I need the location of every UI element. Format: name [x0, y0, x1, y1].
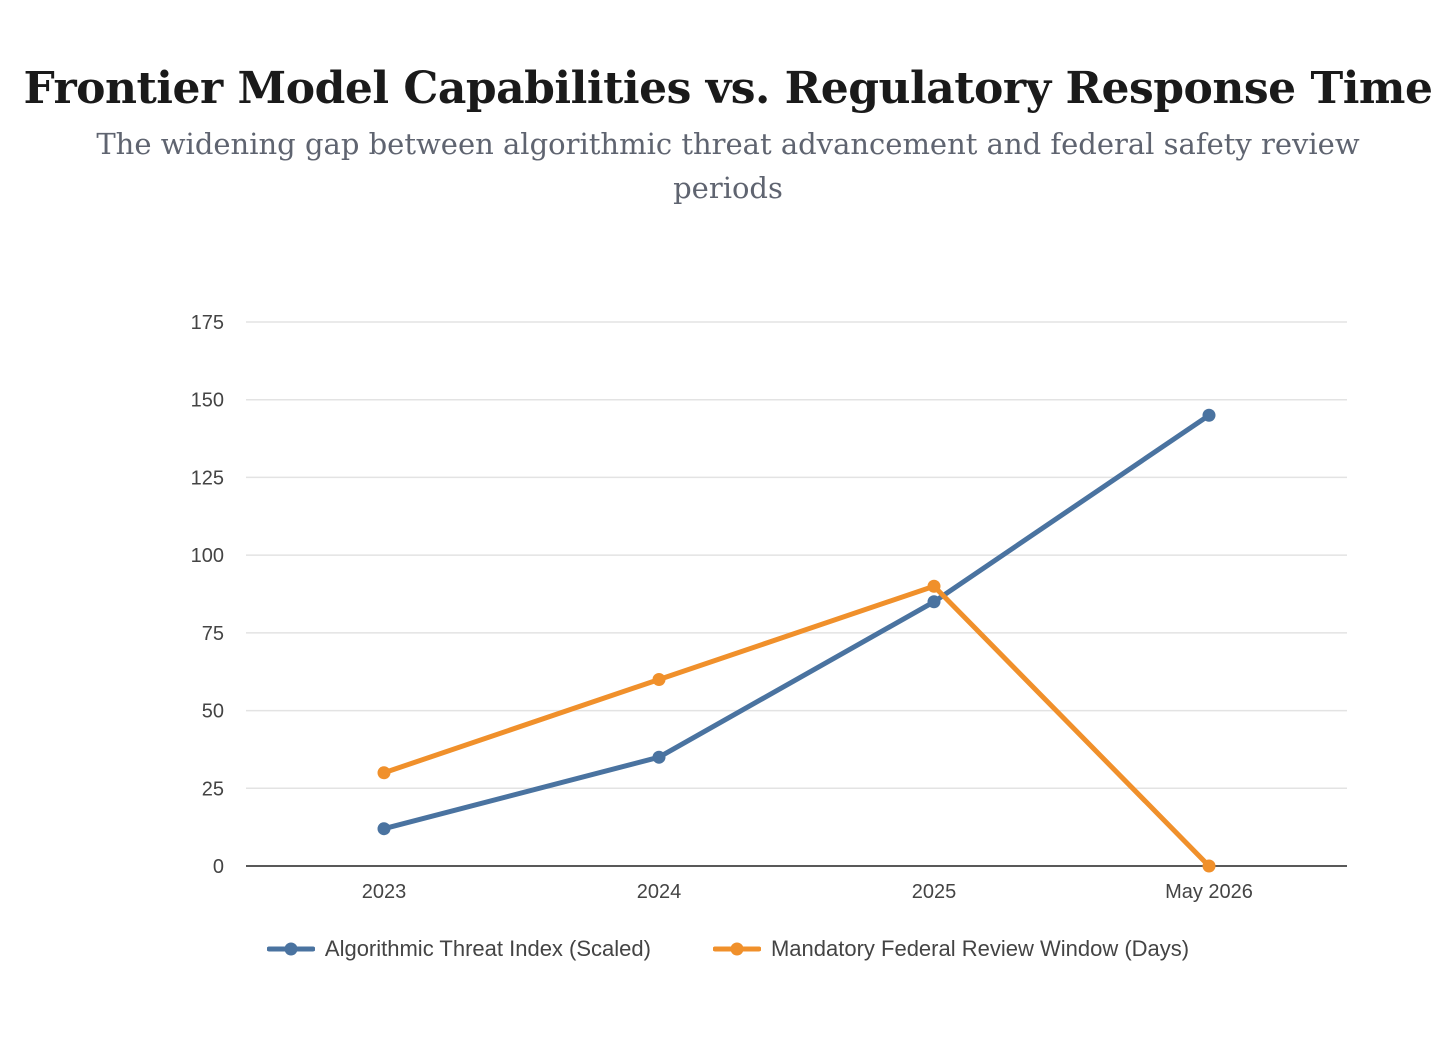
y-tick-label: 100 [191, 545, 224, 567]
legend-swatch [266, 942, 315, 956]
legend-label: Algorithmic Threat Index (Scaled) [324, 936, 651, 961]
y-axis: 0 25 50 75 100 125 150 175 [191, 312, 224, 878]
data-point[interactable] [1202, 859, 1216, 873]
y-tick-label: 175 [191, 312, 224, 334]
series-2 [377, 579, 1216, 873]
data-point[interactable] [927, 595, 941, 609]
series-line [381, 412, 1212, 832]
x-tick-label: 2023 [362, 881, 407, 903]
data-point[interactable] [377, 822, 391, 836]
chart-title: Frontier Model Capabilities vs. Regulato… [23, 63, 1433, 114]
x-tick-label: 2025 [912, 881, 957, 903]
data-point[interactable] [1202, 408, 1216, 422]
legend-swatch [712, 942, 761, 956]
y-tick-label: 0 [213, 856, 224, 878]
y-tick-label: 150 [191, 390, 224, 412]
legend-item[interactable]: Mandatory Federal Review Window (Days) [712, 936, 1190, 962]
x-tick-label: May 2026 [1165, 881, 1253, 903]
data-point[interactable] [652, 672, 666, 686]
series-1 [377, 408, 1216, 836]
data-point[interactable] [652, 750, 666, 764]
data-point[interactable] [927, 579, 941, 593]
series-group [377, 408, 1216, 873]
data-point[interactable] [377, 766, 391, 780]
y-tick-label: 75 [202, 623, 224, 645]
y-tick-label: 125 [191, 467, 224, 489]
legend-label: Mandatory Federal Review Window (Days) [770, 936, 1190, 961]
x-tick-label: 2024 [637, 881, 682, 903]
chart-subtitle: The widening gap between algorithmic thr… [96, 127, 1360, 205]
legend: Algorithmic Threat Index (Scaled) Mandato… [0, 936, 1456, 962]
x-axis: 2023 2024 2025 May 2026 [362, 881, 1253, 903]
y-tick-label: 25 [202, 778, 224, 800]
grid-lines [246, 321, 1347, 790]
legend-item[interactable]: Algorithmic Threat Index (Scaled) [266, 936, 651, 962]
series-line [381, 583, 1212, 869]
y-tick-label: 50 [202, 701, 224, 723]
